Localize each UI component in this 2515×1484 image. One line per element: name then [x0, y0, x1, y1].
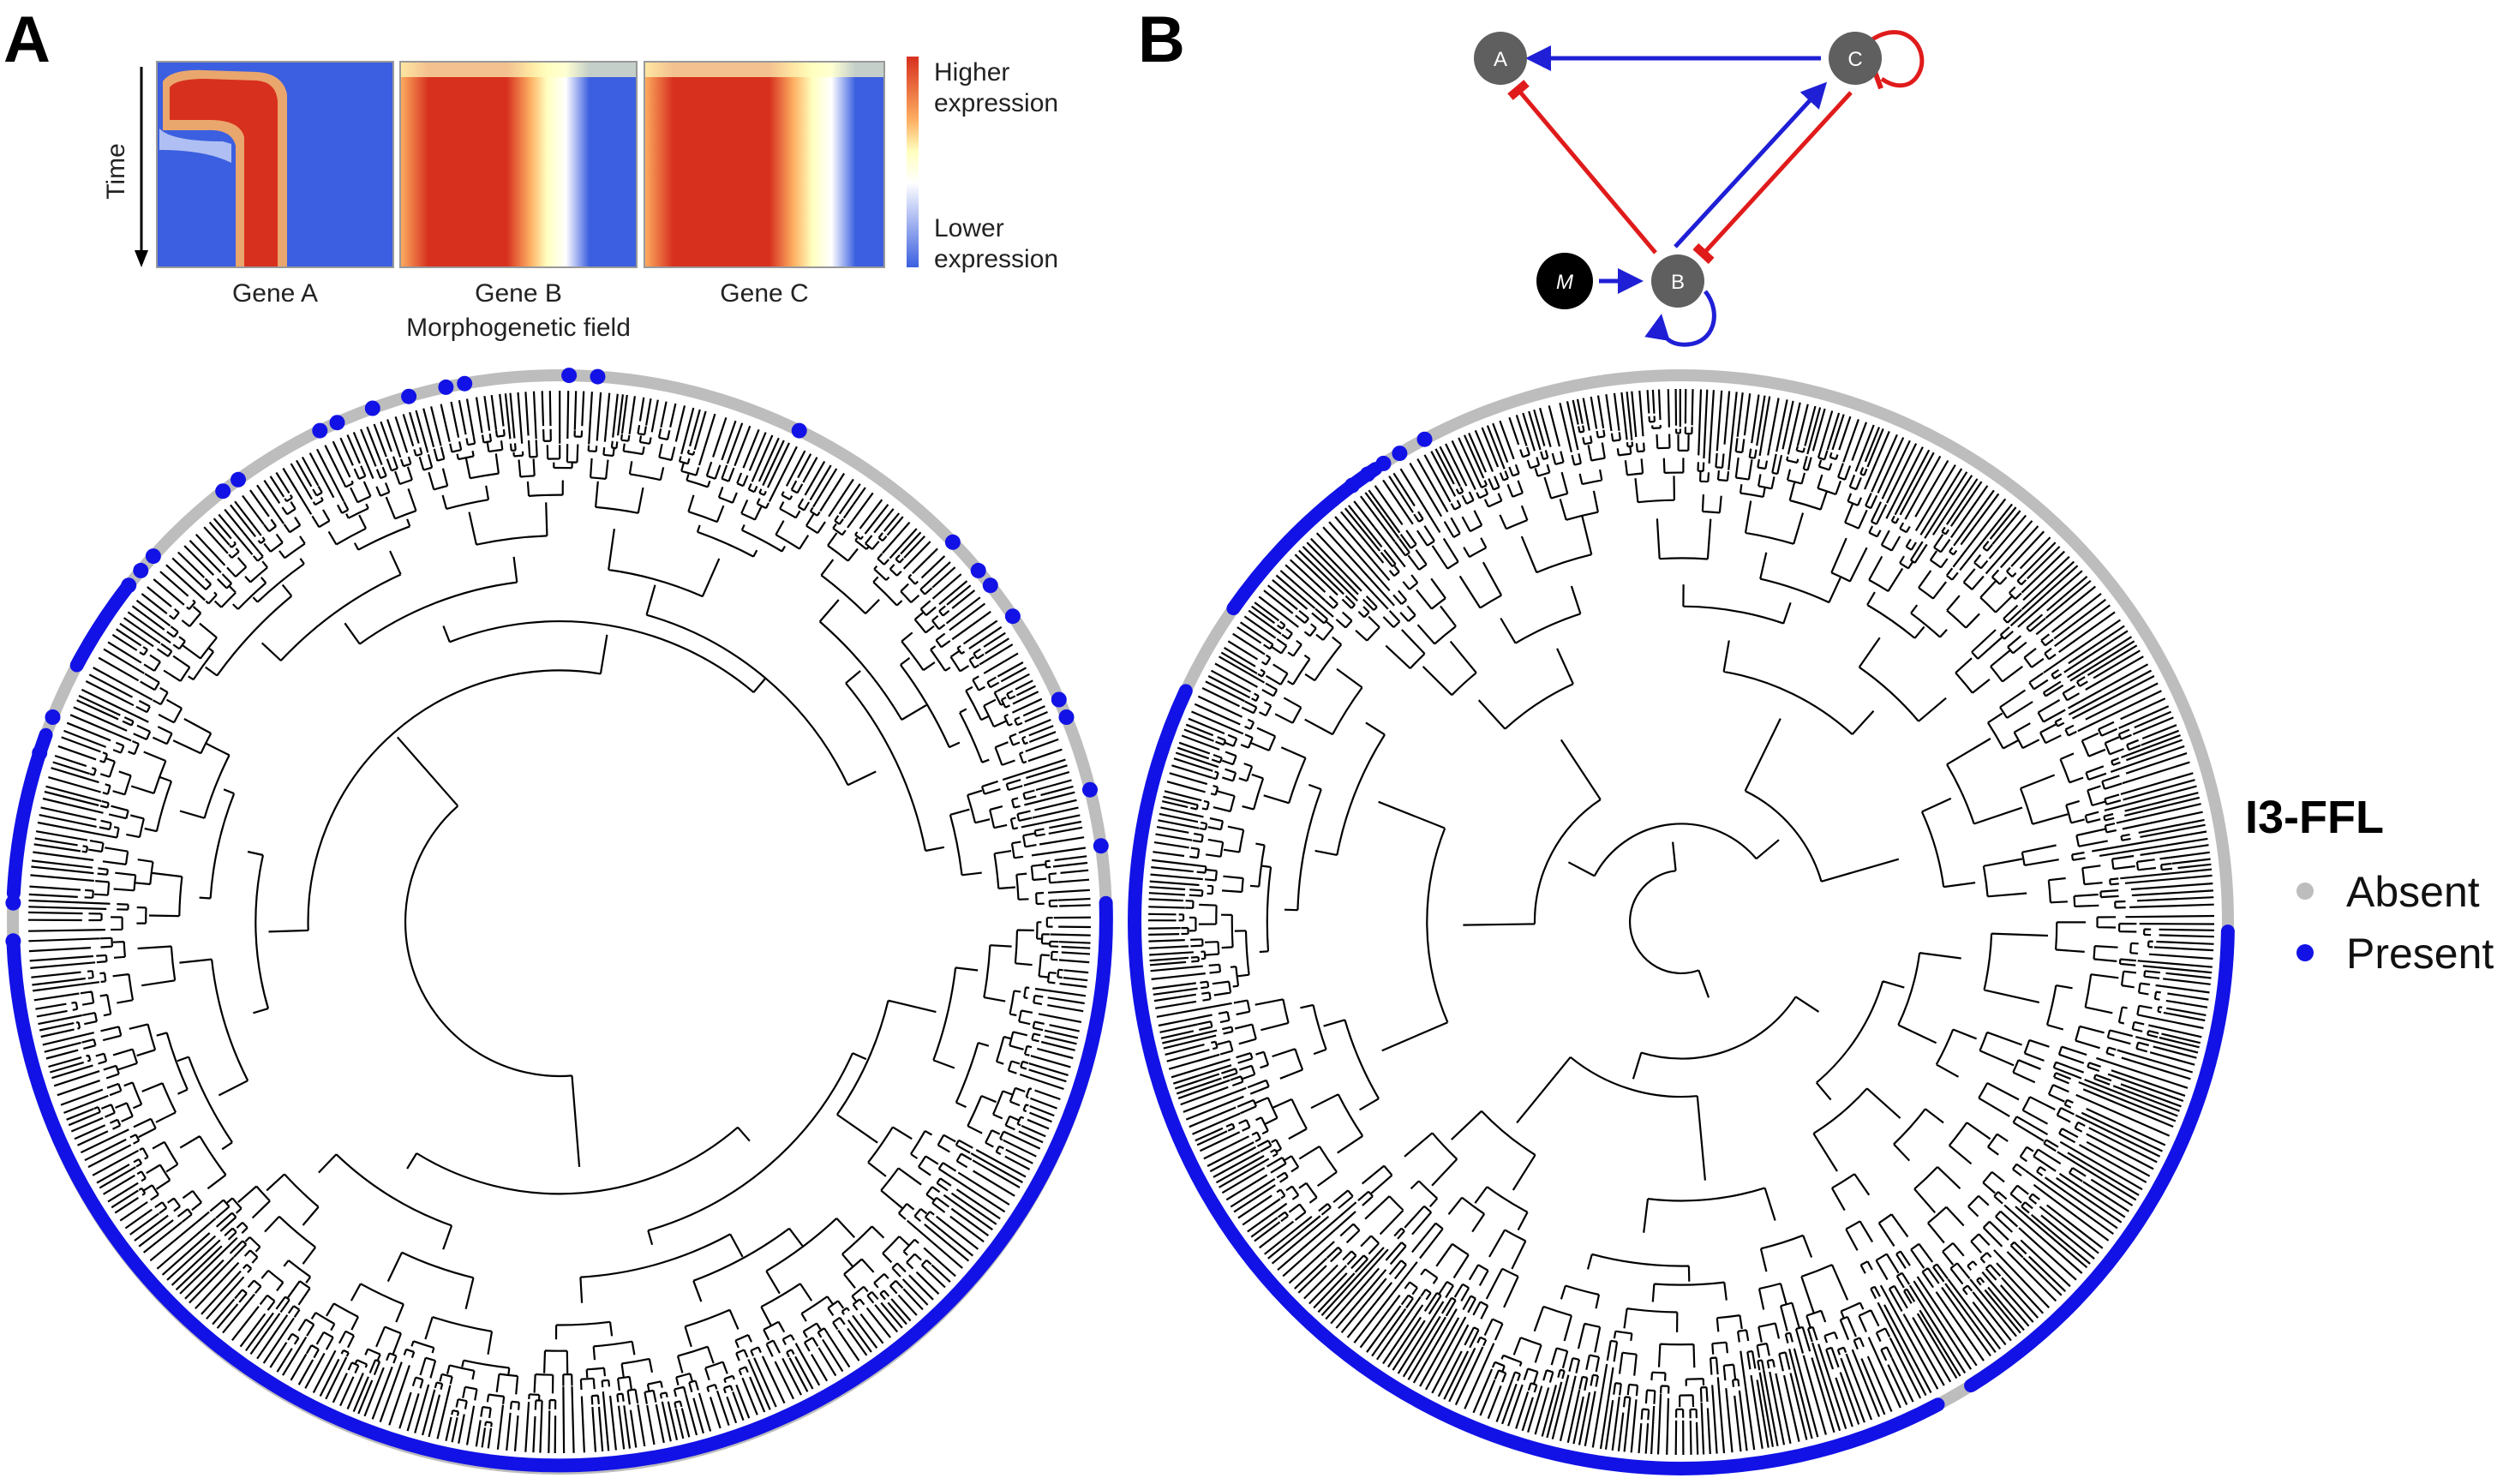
- network-diagram: A C B M: [1474, 30, 1925, 347]
- time-label: Time: [102, 143, 130, 200]
- gene-label-b: Gene B: [475, 279, 562, 308]
- tip-ring-present-segment: [6, 895, 1113, 1473]
- tip-present-dot: [5, 933, 21, 949]
- legend-absent-marker: [2296, 883, 2314, 900]
- tip-present-dot: [45, 709, 61, 725]
- node-b-label: B: [1671, 271, 1685, 294]
- colorbar-high-line1: Higher: [934, 58, 1009, 87]
- tip-present-dot: [1360, 466, 1376, 482]
- tip-present-dot: [970, 562, 986, 578]
- tip-present-dot: [944, 534, 961, 550]
- tip-present-dot: [1082, 781, 1098, 798]
- node-b: [1651, 254, 1704, 308]
- colorbar-high-line2: expression: [934, 89, 1058, 117]
- edge-b-activates-c: [1674, 81, 1828, 248]
- tip-present-dot: [32, 745, 48, 761]
- tip-present-dot: [1392, 446, 1408, 462]
- tip-present-dot: [982, 577, 998, 594]
- colorbar-low-line1: Lower: [934, 214, 1004, 242]
- gene-label-c: Gene C: [720, 279, 808, 308]
- node-c: [1829, 32, 1882, 85]
- heatmap-gene-b: [399, 61, 638, 268]
- tip-present-dot: [590, 368, 606, 385]
- tip-present-dot: [329, 415, 345, 431]
- time-arrowhead: [135, 250, 148, 267]
- tree-branch-path: [1147, 388, 2215, 1456]
- tip-present-dot: [5, 895, 21, 911]
- node-m-label: M: [1556, 271, 1573, 294]
- colorbar: [907, 57, 919, 267]
- tip-present-dot: [364, 400, 380, 416]
- node-m: [1536, 253, 1593, 309]
- tree-b-branches: [1147, 388, 2215, 1456]
- legend-present-marker: [2296, 944, 2314, 961]
- tip-present-dot: [121, 577, 137, 594]
- field-label: Morphogenetic field: [406, 314, 631, 342]
- node-a: [1474, 32, 1527, 85]
- tip-present-dot: [312, 422, 328, 439]
- tip-present-dot: [1375, 455, 1392, 471]
- tip-present-dot: [561, 368, 578, 384]
- panel-letter-a: A: [3, 3, 51, 76]
- tip-present-dot: [215, 483, 231, 500]
- node-a-label: A: [1494, 48, 1507, 71]
- tip-ring-present-segment: [1964, 925, 2235, 1393]
- edge-c-represses-b: [1692, 91, 1853, 265]
- heatmap-gene-a: [156, 61, 394, 268]
- legend-title: I3-FFL: [2245, 792, 2384, 843]
- legend-absent-label: Absent: [2346, 868, 2480, 916]
- tip-ring-present-segment: [1128, 684, 1945, 1475]
- heatmap-panel: Time Higher expression Lower expression: [102, 57, 1058, 342]
- tip-present-dot: [791, 422, 807, 439]
- tree-a-tip-ring: [5, 368, 1113, 1475]
- tip-present-dot: [133, 562, 149, 578]
- phylo-tree-a: [5, 368, 1113, 1475]
- tip-present-dot: [1093, 838, 1109, 854]
- panel-letter-b: B: [1138, 3, 1185, 76]
- tip-present-dot: [1004, 608, 1021, 625]
- edge-b-represses-a: [1507, 80, 1657, 254]
- tip-present-dot: [401, 388, 417, 404]
- tip-present-dot: [145, 548, 161, 565]
- tip-present-dot: [1051, 691, 1067, 708]
- edge-b-self-activation: [1644, 290, 1716, 347]
- tree-a-branches: [27, 391, 1092, 1454]
- gene-label-a: Gene A: [232, 279, 318, 308]
- tip-present-dot: [231, 471, 246, 488]
- phylo-tree-b: [1128, 369, 2235, 1475]
- legend: I3-FFL Absent Present: [2245, 792, 2494, 978]
- tip-present-dot: [438, 379, 454, 395]
- tip-present-dot: [457, 375, 473, 392]
- colorbar-low-line2: expression: [934, 245, 1058, 273]
- tip-present-dot: [1058, 709, 1075, 725]
- edge-c-self-repression: [1871, 30, 1925, 88]
- tip-present-dot: [1416, 431, 1433, 447]
- tree-branch-path: [27, 391, 1092, 1454]
- node-c-label: C: [1847, 48, 1862, 71]
- tree-b-tip-ring: [1128, 369, 2235, 1475]
- heatmap-gene-c: [644, 61, 885, 268]
- tip-present-dot: [1344, 477, 1360, 494]
- legend-present-label: Present: [2346, 930, 2494, 978]
